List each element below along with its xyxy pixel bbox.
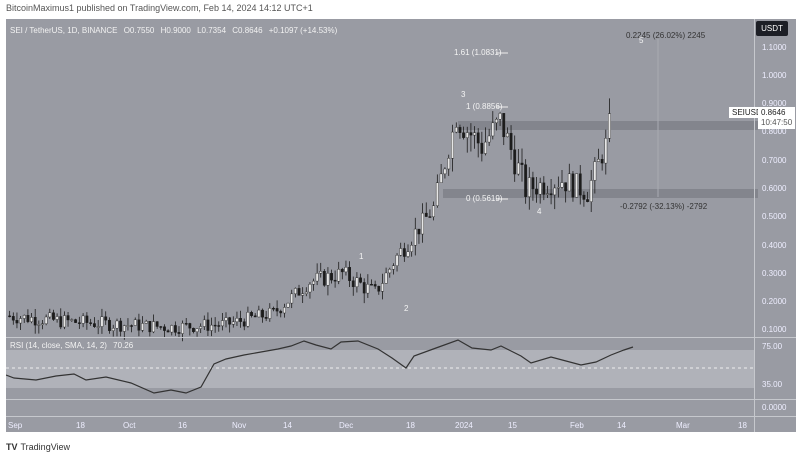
tradingview-logo[interactable]: TV TradingView <box>6 442 70 452</box>
y-tick: 0.9000 <box>762 99 787 108</box>
fib-0-label: 0 (0.5619) <box>466 194 503 203</box>
legend-low: L0.7354 <box>197 26 227 35</box>
tv-logo-icon: TV <box>6 442 18 452</box>
support-zone <box>443 189 758 198</box>
x-tick: 14 <box>617 421 626 430</box>
candles-group <box>8 98 611 342</box>
rsi-tick: 75.00 <box>762 342 783 351</box>
x-tick: 14 <box>283 421 292 430</box>
legend-open: O0.7550 <box>123 26 155 35</box>
y-tick: 0.3000 <box>762 269 787 278</box>
y-tick: 0.4000 <box>762 241 787 250</box>
legend-close: C0.8646 <box>232 26 263 35</box>
currency-button[interactable]: USDT <box>756 21 788 36</box>
pane-divider-bottom <box>6 399 796 400</box>
wave-4-label: 4 <box>537 207 542 216</box>
publisher-line: BitcoinMaximus1 published on TradingView… <box>6 3 313 13</box>
fib-161-label: 1.61 (1.0831) <box>454 48 502 57</box>
y-tick: 0.7000 <box>762 156 787 165</box>
x-tick: 2024 <box>455 421 473 430</box>
wave-3-label: 3 <box>461 90 466 99</box>
y-tick: 1.0000 <box>762 71 787 80</box>
last-price-label: 0.8646 10:47:50 <box>758 107 796 129</box>
resistance-zone <box>458 121 758 130</box>
x-tick: 16 <box>178 421 187 430</box>
rsi-legend: RSI (14, close, SMA, 14, 2) 70.26 <box>10 341 133 350</box>
last-price-symbol: SEIUSDT <box>729 107 770 118</box>
y-tick: 0.8000 <box>762 127 787 136</box>
y-tick: 0.6000 <box>762 184 787 193</box>
x-tick: Feb <box>570 421 584 430</box>
measure-up-label: 0.2245 (26.02%) 2245 <box>626 31 706 40</box>
last-price: 0.8646 <box>761 108 786 117</box>
tv-brand: TradingView <box>20 442 71 452</box>
x-tick: Oct <box>123 421 136 430</box>
x-tick: 18 <box>738 421 747 430</box>
fib-1-label: 1 (0.8856) <box>466 102 503 111</box>
y-tick: 0.1000 <box>762 325 787 334</box>
wave-2-label: 2 <box>404 304 409 313</box>
time-axis-divider <box>6 416 796 417</box>
x-tick: 18 <box>406 421 415 430</box>
legend-high: H0.9000 <box>160 26 191 35</box>
y-tick: 0.5000 <box>762 212 787 221</box>
rsi-tick: 35.00 <box>762 380 783 389</box>
x-tick: 15 <box>508 421 517 430</box>
y-tick: 1.1000 <box>762 43 787 52</box>
y-tick: 0.2000 <box>762 297 787 306</box>
chart-canvas[interactable] <box>6 19 796 432</box>
rsi-tick: 0.0000 <box>762 403 787 412</box>
x-tick: Nov <box>232 421 247 430</box>
rsi-title: RSI (14, close, SMA, 14, 2) <box>10 341 107 350</box>
x-tick: 18 <box>76 421 85 430</box>
candle-countdown: 10:47:50 <box>761 118 793 127</box>
rsi-line <box>6 339 634 394</box>
measure-down-label: -0.2792 (-32.13%) -2792 <box>620 202 708 211</box>
wave-5-label: 5 <box>639 36 644 45</box>
legend-symbol: SEI / TetherUS, 1D, BINANCE <box>10 26 118 35</box>
rsi-value: 70.26 <box>113 341 134 350</box>
rsi-band <box>6 350 754 388</box>
x-tick: Sep <box>8 421 23 430</box>
price-axis-divider <box>754 19 755 432</box>
x-tick: Dec <box>339 421 354 430</box>
symbol-legend: SEI / TetherUS, 1D, BINANCE O0.7550 H0.9… <box>10 26 341 35</box>
wave-1-label: 1 <box>359 252 364 261</box>
chart-frame[interactable]: SEI / TetherUS, 1D, BINANCE O0.7550 H0.9… <box>6 19 796 432</box>
pane-divider[interactable] <box>6 337 796 338</box>
x-tick: Mar <box>676 421 690 430</box>
legend-change: +0.1097 (+14.53%) <box>268 26 338 35</box>
